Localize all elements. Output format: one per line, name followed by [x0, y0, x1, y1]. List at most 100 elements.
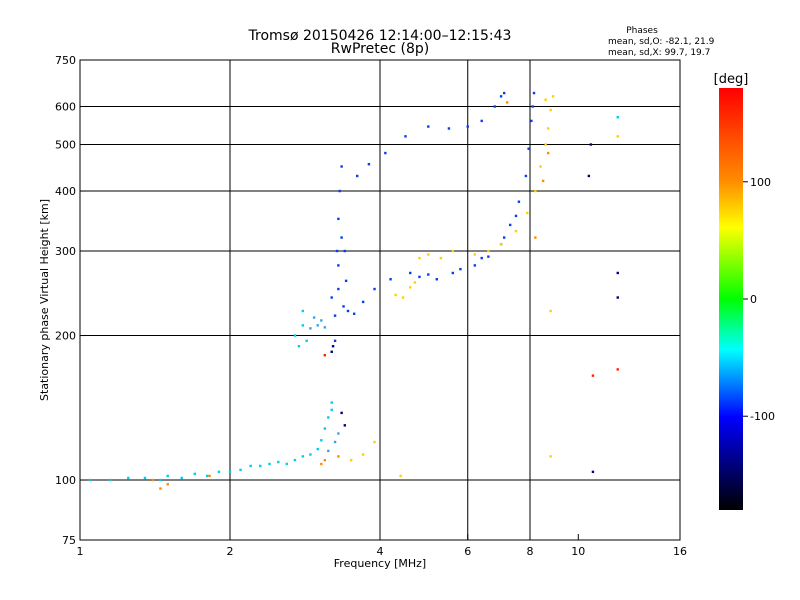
- data-point: [401, 296, 405, 299]
- data-point: [320, 462, 323, 466]
- y-tick-label: 750: [55, 54, 76, 67]
- data-point: [335, 249, 339, 253]
- data-point: [159, 478, 162, 482]
- data-point: [409, 271, 412, 275]
- data-point: [451, 249, 455, 253]
- data-point: [193, 472, 197, 476]
- data-point: [330, 408, 333, 412]
- data-point: [439, 256, 443, 260]
- data-point: [89, 478, 92, 482]
- data-point: [344, 279, 348, 283]
- data-point: [361, 453, 365, 456]
- data-point: [532, 91, 536, 95]
- data-point: [208, 474, 211, 478]
- data-point: [531, 105, 534, 108]
- data-point: [277, 460, 280, 464]
- data-point: [549, 455, 552, 458]
- phase-stats-x: mean, sd,X: 99.7, 19.7: [608, 48, 710, 58]
- data-point: [340, 411, 343, 415]
- data-point: [427, 125, 430, 128]
- data-point: [404, 135, 407, 138]
- data-point: [323, 353, 327, 357]
- data-point: [466, 125, 469, 128]
- data-point: [301, 309, 305, 313]
- data-point: [473, 264, 477, 267]
- data-point: [508, 223, 512, 227]
- data-point: [527, 147, 530, 150]
- data-point: [151, 478, 155, 482]
- data-point: [301, 455, 305, 458]
- data-point: [166, 474, 169, 478]
- x-tick-label: 2: [227, 545, 234, 558]
- data-point: [427, 253, 430, 256]
- x-tick-label: 4: [377, 545, 384, 558]
- data-point: [487, 249, 490, 253]
- data-point: [544, 143, 547, 146]
- y-tick-label: 600: [55, 101, 76, 114]
- data-point: [346, 309, 350, 313]
- data-point: [333, 314, 337, 317]
- data-point: [384, 151, 387, 155]
- data-point: [352, 312, 356, 315]
- data-point: [330, 401, 333, 404]
- data-point: [361, 300, 365, 304]
- data-point: [546, 151, 550, 155]
- x-tick-label: 8: [527, 545, 534, 558]
- data-point: [340, 165, 343, 168]
- y-axis-label: Stationary phase Virtual Height [km]: [38, 199, 51, 401]
- data-point: [309, 327, 312, 330]
- data-point: [343, 249, 347, 253]
- data-point: [591, 374, 595, 377]
- data-point: [502, 236, 506, 239]
- data-point: [427, 273, 430, 276]
- colorbar: [719, 88, 743, 510]
- data-point: [499, 95, 503, 98]
- colorbar-tick-label: -100: [750, 410, 775, 423]
- data-point: [285, 462, 288, 466]
- data-point: [616, 296, 619, 299]
- data-point: [143, 476, 147, 480]
- grid-lines: [80, 60, 680, 540]
- x-tick-label: 10: [571, 545, 585, 558]
- data-point: [524, 174, 528, 178]
- data-point: [268, 462, 271, 466]
- data-point: [409, 286, 412, 289]
- data-point: [323, 458, 327, 462]
- data-point: [534, 236, 537, 239]
- data-point: [259, 464, 262, 468]
- data-point: [541, 179, 545, 183]
- data-point: [373, 440, 376, 444]
- data-point: [514, 229, 518, 233]
- x-tick-label: 1: [77, 545, 84, 558]
- x-tick-label: 16: [673, 545, 687, 558]
- y-tick-label: 400: [55, 185, 76, 198]
- data-point: [337, 287, 340, 291]
- data-point: [399, 474, 402, 478]
- y-tick-label: 500: [55, 139, 76, 152]
- data-point: [447, 127, 451, 130]
- data-point: [338, 189, 341, 193]
- data-point: [589, 143, 593, 146]
- data-point: [249, 464, 252, 468]
- data-point: [413, 281, 417, 284]
- y-axis-ticks: 75 100 200 300 400 500 600 750: [55, 54, 86, 547]
- data-point: [337, 264, 340, 267]
- y-tick-label: 100: [55, 474, 76, 487]
- data-point: [297, 345, 301, 348]
- data-point: [293, 334, 297, 337]
- data-point: [305, 339, 308, 343]
- data-point: [309, 453, 312, 456]
- data-point: [546, 127, 550, 130]
- data-point: [544, 98, 547, 101]
- data-point: [337, 432, 340, 435]
- x-axis-label: Frequency [MHz]: [334, 557, 426, 570]
- data-point: [517, 200, 521, 203]
- data-point: [394, 293, 397, 297]
- data-point: [373, 287, 376, 291]
- x-axis-ticks: 1 2 4 6 8 10 16: [77, 534, 687, 558]
- y-tick-label: 300: [55, 245, 76, 258]
- data-point: [367, 162, 371, 166]
- colorbar-ticks: 100 0 -100: [743, 176, 775, 423]
- data-point: [301, 324, 305, 327]
- data-point: [451, 271, 455, 275]
